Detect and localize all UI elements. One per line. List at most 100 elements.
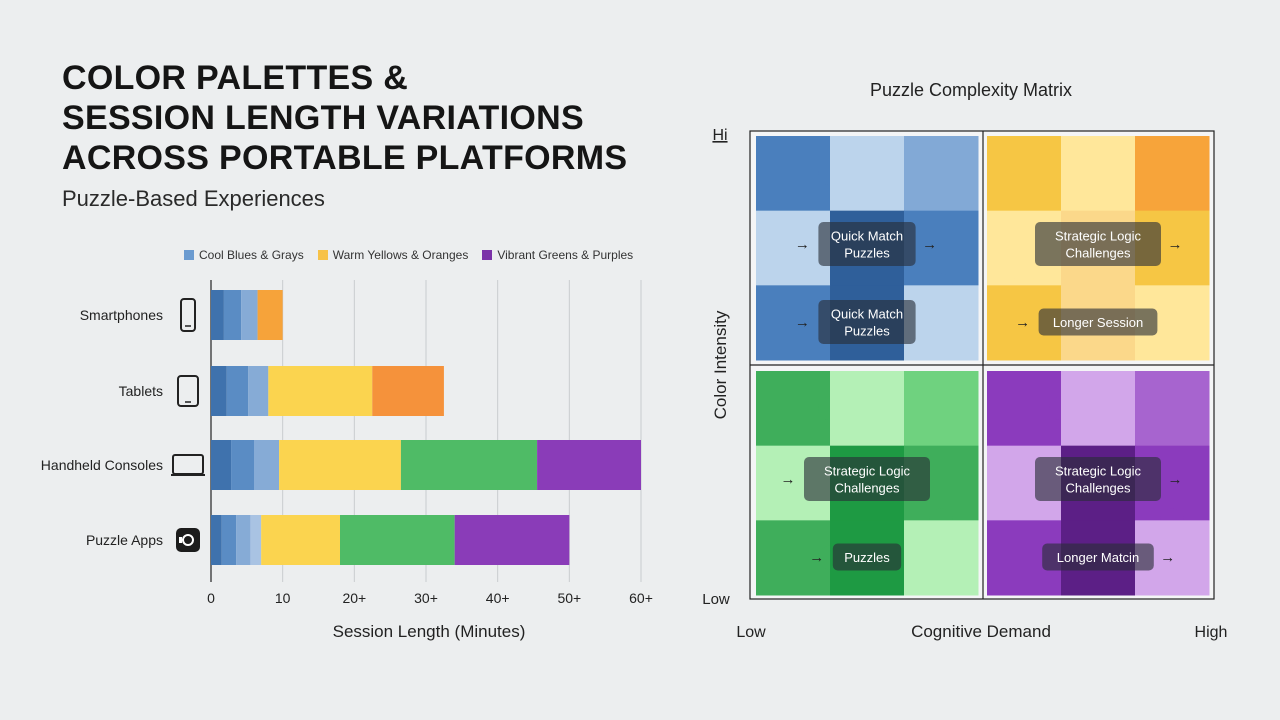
x-tick-label: 10 <box>275 590 291 606</box>
arrow-right-icon: → <box>809 549 824 566</box>
matrix-label: Quick Match Puzzles → → <box>795 222 937 266</box>
quadrant-top-right: Strategic Logic Challenges →Longer Session… <box>987 136 1210 361</box>
puzzle-piece <box>904 136 979 212</box>
x-high-label: High <box>1195 624 1228 641</box>
puzzle-piece <box>756 210 831 286</box>
bar-segment <box>254 440 280 490</box>
bar-segment <box>231 440 254 490</box>
category-label: Puzzle Apps <box>86 532 163 548</box>
puzzle-piece <box>904 371 979 447</box>
matrix-label: Strategic Logic Challenges → <box>1035 457 1183 501</box>
label-text: Strategic Logic <box>1055 229 1141 244</box>
bar-row <box>211 515 570 565</box>
label-text: Strategic Logic <box>1055 464 1141 479</box>
bar-segment <box>221 515 237 565</box>
legend-label: Cool Blues & Grays <box>199 248 304 262</box>
matrix-label: Longer Matcin → <box>1042 543 1175 571</box>
bar-row <box>211 290 283 340</box>
label-box <box>1035 222 1161 266</box>
label-box <box>818 300 916 344</box>
legend-swatch <box>482 250 493 260</box>
arrow-right-icon: → <box>1160 549 1175 566</box>
handheld-console-icon <box>171 454 205 476</box>
bar-segment <box>211 366 227 416</box>
chart-legend: Cool Blues & Grays Warm Yellows & Orange… <box>184 248 633 262</box>
quadrant-top-left: Quick Match Puzzles → → Quick Match Puzzles → <box>756 136 979 361</box>
label-text: Challenges <box>1065 246 1131 261</box>
x-tick-label: 60+ <box>629 590 653 606</box>
arrow-right-icon: → <box>922 236 937 253</box>
x-tick-label: 0 <box>207 590 215 606</box>
title-line: COLOR PALETTES & <box>62 59 409 97</box>
puzzle-piece <box>1061 371 1136 447</box>
puzzle-piece <box>904 520 979 596</box>
label-text: Quick Match <box>831 307 903 322</box>
x-tick-label: 30+ <box>414 590 438 606</box>
tablet-icon <box>177 375 199 407</box>
arrow-right-icon: → <box>781 471 796 488</box>
bar-segment <box>223 290 242 340</box>
label-text: Puzzles <box>844 246 890 261</box>
bar-segment <box>248 366 269 416</box>
bar-segment <box>279 440 401 490</box>
bar-segment <box>236 515 251 565</box>
label-box <box>804 457 930 501</box>
quadrant-bottom-right: Strategic Logic Challenges → Longer Matcin → <box>987 371 1210 596</box>
legend-label: Vibrant Greens & Purples <box>497 248 634 262</box>
title-line: SESSION LENGTH VARIATIONS <box>62 99 584 137</box>
legend-swatch <box>184 250 194 260</box>
bar-segment <box>211 515 222 565</box>
label-text: Puzzles <box>844 550 890 565</box>
puzzle-piece <box>830 371 905 447</box>
label-text: Strategic Logic <box>824 464 910 479</box>
legend-item-cool: Cool Blues & Grays <box>184 248 304 262</box>
arrow-right-icon: → <box>1015 314 1030 331</box>
legend-label: Warm Yellows & Oranges <box>332 248 469 262</box>
bar-segment <box>261 515 340 565</box>
puzzle-piece <box>1135 136 1210 212</box>
label-text: Puzzles <box>844 324 890 339</box>
bar-segment <box>340 515 455 565</box>
x-tick-label: 50+ <box>557 590 581 606</box>
y-axis-label: Color Intensity <box>711 310 730 419</box>
puzzle-piece <box>1135 371 1210 447</box>
icon-shape <box>179 537 182 543</box>
bar-segment <box>257 290 283 340</box>
bar-row <box>211 440 641 490</box>
page-title: COLOR PALETTES & SESSION LENGTH VARIATIO… <box>62 58 627 178</box>
y-low-label: Low <box>702 591 730 608</box>
puzzle-app-icon <box>176 528 200 552</box>
label-box <box>832 543 902 571</box>
icon-shape <box>172 454 204 475</box>
matrix-label: Longer Session → <box>1015 308 1158 336</box>
arrow-right-icon: → <box>795 314 810 331</box>
bar-segment <box>226 366 249 416</box>
matrix-label: Strategic Logic Challenges → <box>781 457 930 501</box>
icon-shape <box>182 534 194 546</box>
bar-row <box>211 366 444 416</box>
x-tick-label: 20+ <box>342 590 366 606</box>
arrow-right-icon: → <box>1168 471 1183 488</box>
puzzle-piece <box>830 136 905 212</box>
bar-segment <box>250 515 262 565</box>
legend-swatch <box>317 250 328 260</box>
bar-segment <box>211 440 232 490</box>
bar-segment <box>454 515 570 565</box>
puzzle-piece <box>904 285 979 361</box>
x-low-label: Low <box>736 624 766 641</box>
matrix-label: Puzzles → <box>809 543 902 571</box>
category-label: Smartphones <box>80 307 163 323</box>
matrix-label: Strategic Logic Challenges → <box>1035 222 1183 266</box>
legend-item-vibrant: Vibrant Greens & Purples <box>482 248 633 262</box>
legend-item-warm: Warm Yellows & Oranges <box>317 248 469 262</box>
bar-segment <box>211 290 224 340</box>
bar-segment <box>537 440 641 490</box>
bar-segment <box>400 440 538 490</box>
x-tick-label: 40+ <box>486 590 510 606</box>
icon-shape <box>180 298 196 332</box>
page-subtitle: Puzzle-Based Experiences <box>62 186 325 211</box>
bar-segment <box>372 366 444 416</box>
x-axis-label: Cognitive Demand <box>911 622 1051 641</box>
quadrant-bottom-left: Strategic Logic Challenges → Puzzles → <box>756 371 979 596</box>
